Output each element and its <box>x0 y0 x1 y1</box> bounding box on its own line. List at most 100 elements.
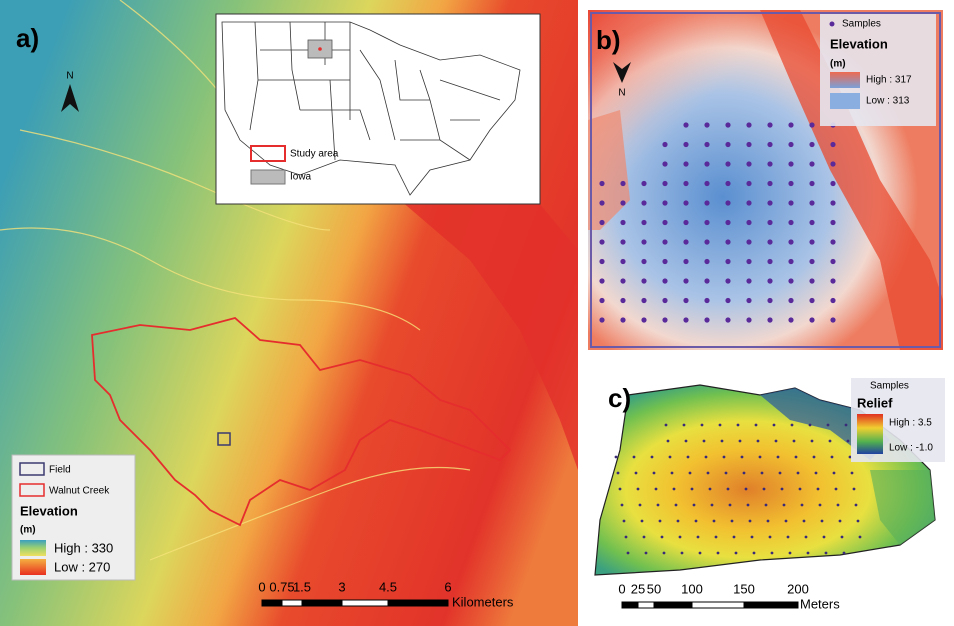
sample-point <box>725 220 730 225</box>
sample-point <box>704 142 709 147</box>
sample-point <box>723 456 726 459</box>
scale-bar: 02550100150200Meters <box>618 581 840 611</box>
legend-label: High : 330 <box>54 540 113 555</box>
sample-point <box>715 536 718 539</box>
sample-point <box>811 440 814 443</box>
sample-point <box>704 317 709 322</box>
sample-point <box>737 424 740 427</box>
sample-point <box>653 472 656 475</box>
scale-segment <box>282 600 302 606</box>
panel-label: a) <box>16 23 39 53</box>
sample-point <box>777 456 780 459</box>
page: {"panel_a": {"label": "a)", "north": "N"… <box>0 0 954 626</box>
sample-point <box>625 536 628 539</box>
sample-point <box>789 552 792 555</box>
sample-point <box>623 520 626 523</box>
sample-point <box>830 259 835 264</box>
sample-point <box>746 181 751 186</box>
sample-point <box>683 220 688 225</box>
sample-point <box>830 200 835 205</box>
sample-point <box>805 536 808 539</box>
sample-point <box>725 161 730 166</box>
scale-label: 100 <box>681 581 703 596</box>
sample-point <box>683 142 688 147</box>
sample-point <box>797 472 800 475</box>
sample-point <box>841 536 844 539</box>
legend-swatch-samples <box>830 22 835 27</box>
sample-point <box>851 472 854 475</box>
sample-point <box>788 298 793 303</box>
sample-point <box>855 504 858 507</box>
sample-point <box>620 298 625 303</box>
sample-point <box>709 488 712 491</box>
sample-point <box>599 298 604 303</box>
scale-label: 1.5 <box>293 579 311 594</box>
sample-point <box>725 278 730 283</box>
sample-point <box>620 317 625 322</box>
sample-point <box>809 181 814 186</box>
legend-swatch-low <box>830 93 860 109</box>
sample-point <box>746 298 751 303</box>
sample-point <box>619 488 622 491</box>
sample-point <box>689 472 692 475</box>
sample-point <box>615 456 618 459</box>
sample-point <box>788 142 793 147</box>
sample-point <box>683 122 688 127</box>
study-area-marker <box>318 47 322 51</box>
scale-label: 0 <box>618 581 625 596</box>
sample-point <box>663 552 666 555</box>
sample-point <box>641 220 646 225</box>
sample-point <box>711 504 714 507</box>
sample-point <box>662 278 667 283</box>
sample-point <box>788 200 793 205</box>
legend-title: Elevation <box>830 36 888 51</box>
sample-point <box>775 440 778 443</box>
sample-point <box>813 456 816 459</box>
sample-point <box>753 552 756 555</box>
sample-point <box>783 504 786 507</box>
sample-point <box>745 488 748 491</box>
sample-point <box>641 200 646 205</box>
panel-label: b) <box>596 25 621 55</box>
sample-point <box>830 317 835 322</box>
sample-point <box>827 424 830 427</box>
legend-label: Study area <box>290 149 339 160</box>
scale-unit: Kilometers <box>452 594 514 609</box>
sample-point <box>643 536 646 539</box>
sample-point <box>703 440 706 443</box>
sample-point <box>767 200 772 205</box>
scale-segment <box>622 602 638 608</box>
sample-point <box>751 536 754 539</box>
sample-point <box>704 181 709 186</box>
sample-point <box>788 122 793 127</box>
sample-point <box>771 552 774 555</box>
sample-point <box>746 142 751 147</box>
sample-point <box>767 259 772 264</box>
sample-point <box>725 298 730 303</box>
legend-swatch <box>857 414 883 454</box>
sample-point <box>673 488 676 491</box>
sample-point <box>662 259 667 264</box>
sample-point <box>641 317 646 322</box>
legend-title: Relief <box>857 395 893 410</box>
sample-point <box>746 200 751 205</box>
sample-point <box>704 122 709 127</box>
sample-point <box>767 122 772 127</box>
sample-point <box>830 181 835 186</box>
sample-point <box>809 317 814 322</box>
north-label: N <box>618 88 625 99</box>
sample-point <box>671 472 674 475</box>
sample-point <box>819 504 822 507</box>
sample-point <box>817 488 820 491</box>
scale-segment <box>342 600 388 606</box>
sample-point <box>725 181 730 186</box>
scale-segment <box>744 602 798 608</box>
sample-point <box>809 278 814 283</box>
sample-point <box>767 220 772 225</box>
scale-label: 4.5 <box>379 579 397 594</box>
sample-point <box>659 520 662 523</box>
sample-point <box>795 456 798 459</box>
sample-point <box>675 504 678 507</box>
sample-point <box>599 259 604 264</box>
figure: a) N Study area Iowa Field Walnut Creek … <box>0 0 954 626</box>
